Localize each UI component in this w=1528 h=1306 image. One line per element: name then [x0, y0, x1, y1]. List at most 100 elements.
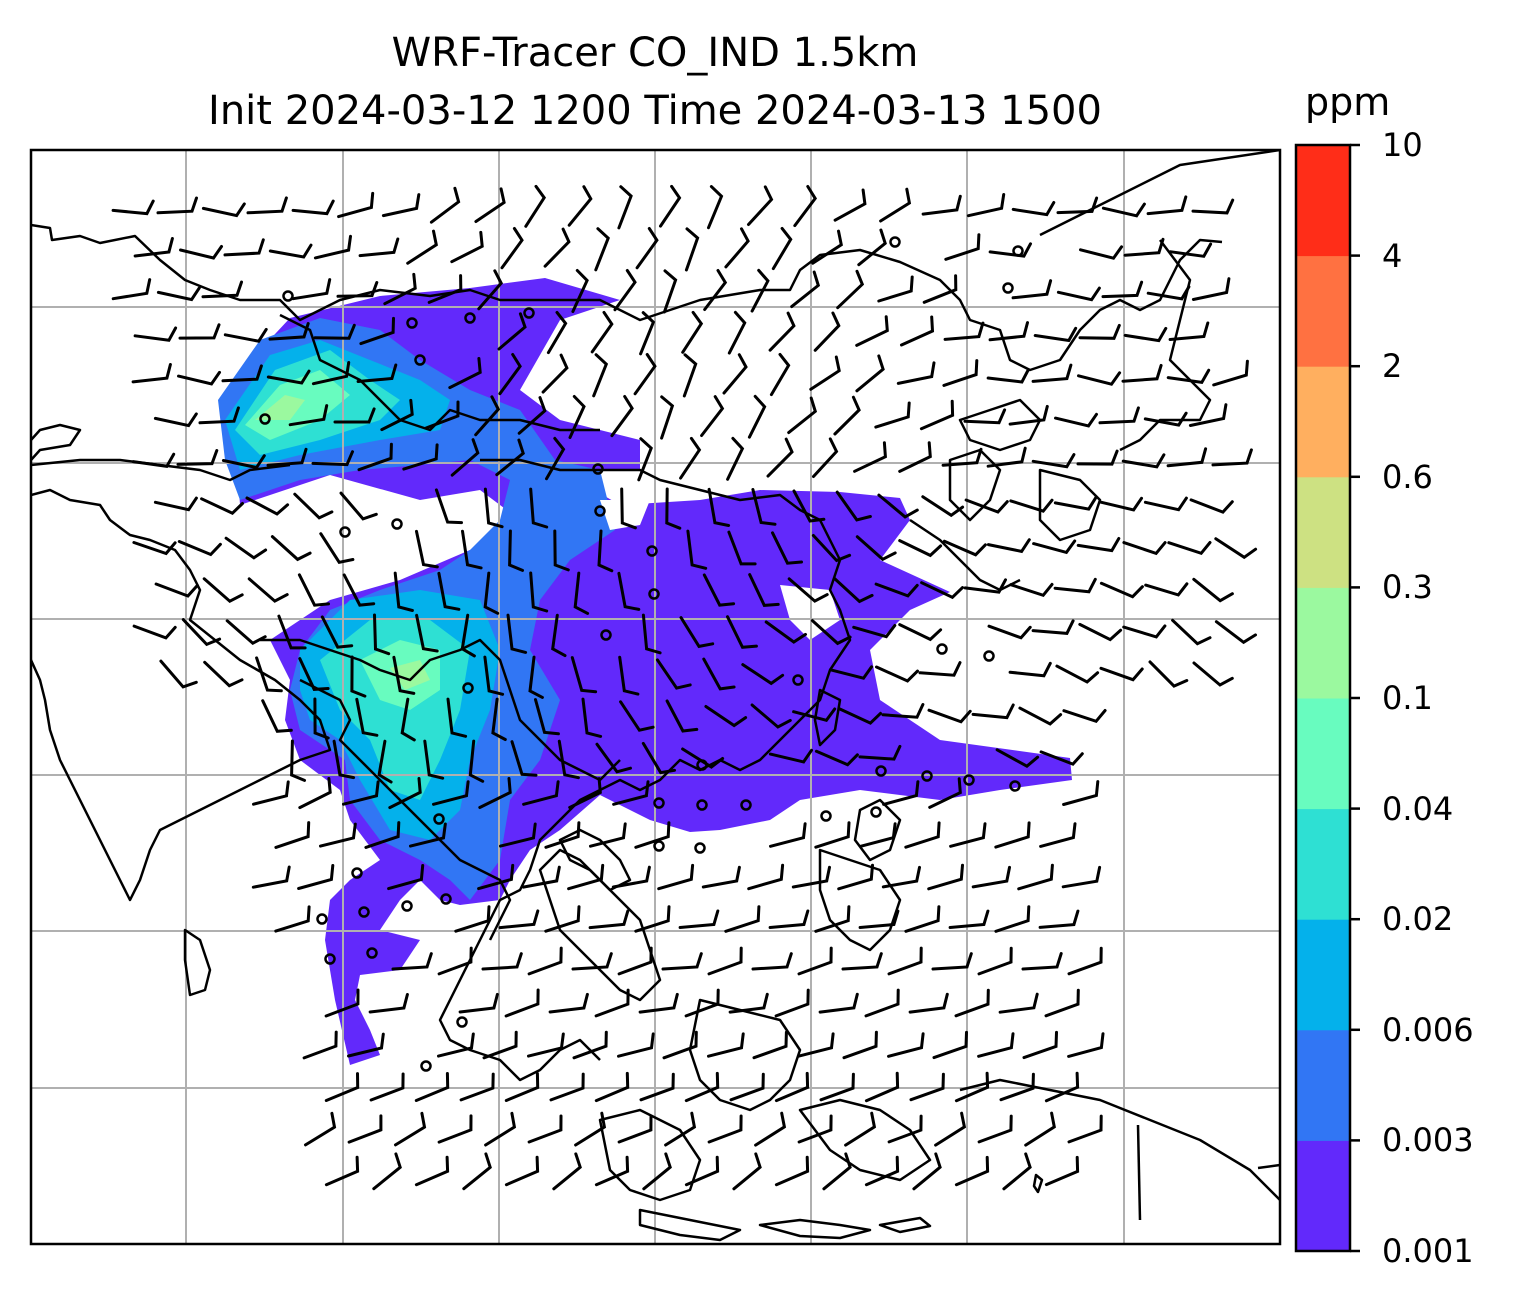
wind-barb: [665, 699, 699, 733]
wind-barb: [481, 952, 523, 971]
wind-barb: [678, 909, 720, 929]
coastline: [958, 398, 1042, 452]
wind-barb: [1146, 195, 1188, 216]
calm-wind-marker: [792, 674, 804, 686]
wind-barb: [529, 571, 549, 613]
wind-barb: [679, 436, 702, 480]
colorbar-segment: [1296, 255, 1350, 367]
wind-barb: [528, 655, 544, 699]
colorbar-segment: [1296, 145, 1350, 257]
wind-barb: [504, 988, 540, 1018]
calm-wind-marker: [600, 629, 612, 641]
wind-barb: [853, 441, 887, 473]
colorbar-segment: [1296, 1029, 1350, 1141]
wind-barb: [964, 498, 1009, 514]
wind-barb: [541, 353, 569, 394]
wind-barb: [333, 407, 376, 424]
wind-barb: [811, 534, 852, 563]
wind-barb: [791, 865, 831, 889]
wind-barb: [590, 310, 614, 354]
wind-barb: [927, 708, 972, 724]
colorbar-segment: [1296, 698, 1350, 810]
wind-barb: [787, 577, 829, 603]
wind-barb: [659, 184, 682, 228]
wind-barb: [574, 1111, 607, 1147]
wind-barb: [483, 655, 505, 696]
wind-barb: [617, 946, 653, 976]
wind-barb: [225, 619, 267, 646]
colorbar-tick-label: 0.02: [1382, 900, 1454, 939]
wind-barb: [797, 1114, 833, 1144]
wind-barb: [201, 280, 243, 299]
wind-barb: [638, 992, 679, 1014]
wind-barb: [954, 988, 990, 1018]
wind-barb: [842, 1030, 878, 1060]
wind-barb: [741, 663, 785, 686]
wind-barb: [1192, 577, 1234, 603]
wind-barb: [1122, 541, 1167, 556]
wind-barb: [1067, 946, 1103, 976]
calm-wind-marker: [820, 810, 832, 822]
colorbar-tick-label: 2: [1382, 347, 1403, 386]
wind-barb: [372, 1152, 402, 1191]
calm-wind-marker: [696, 799, 708, 811]
wind-barb: [852, 624, 897, 639]
wind-barb: [987, 624, 1032, 640]
wind-barb: [297, 864, 335, 890]
wind-barb: [298, 777, 332, 810]
wind-barb: [809, 355, 841, 391]
wind-barb: [266, 369, 311, 385]
wind-barb: [461, 529, 483, 570]
wind-barb: [1031, 619, 1075, 635]
wind-barb: [573, 571, 590, 615]
wind-barb: [877, 275, 914, 303]
wind-barb: [611, 865, 651, 889]
wind-barb: [534, 698, 560, 736]
wind-barb: [460, 613, 476, 658]
wind-barb: [700, 395, 725, 437]
wind-barb: [156, 196, 198, 215]
wind-barb: [568, 395, 586, 439]
wind-barb: [1038, 909, 1080, 929]
wind-barb: [657, 863, 695, 891]
coastline: [31, 458, 291, 482]
wind-barb: [388, 777, 422, 810]
wind-barb: [358, 237, 400, 258]
wind-barb: [391, 952, 433, 971]
wind-barb: [641, 613, 662, 655]
wind-barb: [977, 1032, 1015, 1058]
wind-barb: [927, 863, 964, 891]
wind-barb: [570, 656, 598, 694]
wind-barb: [1076, 449, 1119, 466]
wind-barb: [462, 1152, 492, 1191]
wind-barb: [133, 326, 178, 342]
coastline: [31, 223, 1223, 372]
coastline: [909, 518, 1021, 592]
wind-barbs: [111, 184, 1258, 1191]
wind-barb: [176, 449, 219, 466]
wind-barb: [424, 400, 460, 430]
wind-barb: [1061, 865, 1102, 889]
wind-barb: [790, 270, 821, 309]
wind-barb: [319, 822, 357, 848]
wind-barb: [855, 354, 885, 393]
wind-barb: [474, 187, 506, 223]
wind-barb: [1011, 201, 1056, 217]
wind-barb: [932, 1030, 968, 1060]
wind-barb: [835, 490, 872, 522]
wind-barb: [499, 822, 537, 848]
wind-barb: [662, 269, 678, 314]
wind-barb: [1056, 196, 1099, 215]
calm-wind-marker: [1002, 282, 1014, 294]
wind-barb: [571, 952, 613, 971]
wind-barb: [402, 443, 439, 471]
wind-barb: [881, 865, 921, 889]
wind-barb: [732, 1152, 762, 1191]
wind-barb: [1123, 237, 1165, 257]
wind-barb: [1021, 952, 1063, 971]
wind-barb: [931, 952, 973, 971]
wind-barb: [290, 739, 306, 782]
wind-barb: [347, 1032, 385, 1058]
wind-barb: [153, 496, 198, 512]
calm-wind-marker: [870, 806, 882, 818]
